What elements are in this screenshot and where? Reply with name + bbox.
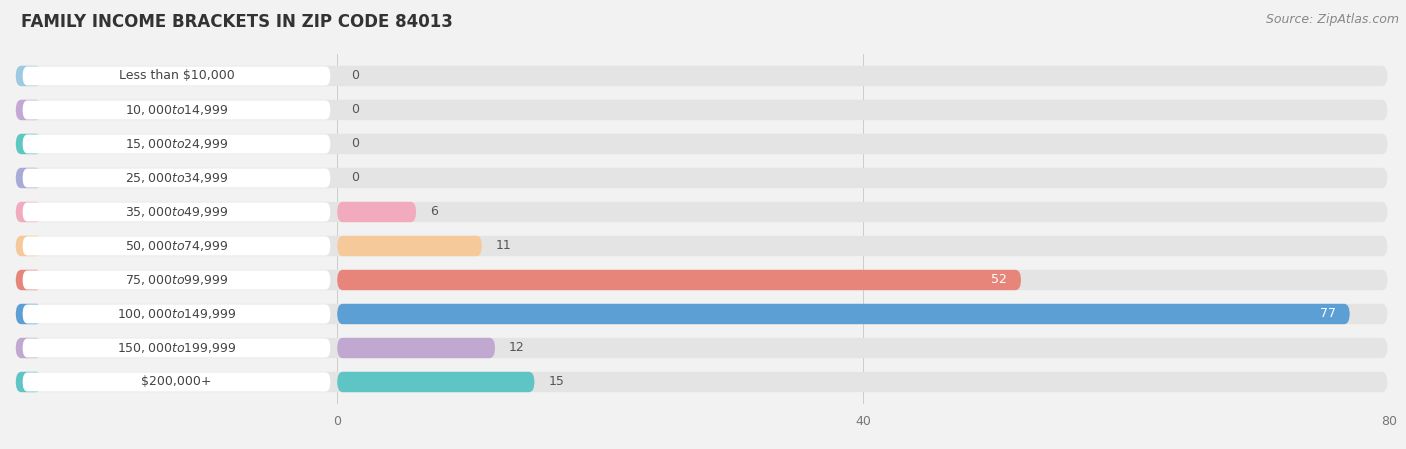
Text: 77: 77 bbox=[1320, 308, 1336, 321]
FancyBboxPatch shape bbox=[22, 66, 330, 85]
Text: 15: 15 bbox=[548, 375, 564, 388]
Text: $25,000 to $34,999: $25,000 to $34,999 bbox=[125, 171, 228, 185]
FancyBboxPatch shape bbox=[337, 236, 482, 256]
FancyBboxPatch shape bbox=[337, 304, 1350, 324]
FancyBboxPatch shape bbox=[15, 100, 42, 120]
FancyBboxPatch shape bbox=[15, 304, 1388, 324]
FancyBboxPatch shape bbox=[15, 372, 42, 392]
FancyBboxPatch shape bbox=[22, 168, 330, 188]
Text: Less than $10,000: Less than $10,000 bbox=[118, 70, 235, 83]
FancyBboxPatch shape bbox=[15, 338, 42, 358]
FancyBboxPatch shape bbox=[22, 373, 330, 392]
FancyBboxPatch shape bbox=[15, 304, 42, 324]
FancyBboxPatch shape bbox=[15, 338, 1388, 358]
FancyBboxPatch shape bbox=[337, 338, 495, 358]
FancyBboxPatch shape bbox=[337, 372, 534, 392]
FancyBboxPatch shape bbox=[15, 202, 42, 222]
Text: 0: 0 bbox=[352, 172, 359, 185]
FancyBboxPatch shape bbox=[15, 134, 42, 154]
Text: 12: 12 bbox=[509, 342, 524, 355]
Text: $35,000 to $49,999: $35,000 to $49,999 bbox=[125, 205, 228, 219]
FancyBboxPatch shape bbox=[15, 236, 1388, 256]
Text: $75,000 to $99,999: $75,000 to $99,999 bbox=[125, 273, 228, 287]
FancyBboxPatch shape bbox=[22, 270, 330, 290]
FancyBboxPatch shape bbox=[15, 100, 1388, 120]
Text: 52: 52 bbox=[991, 273, 1007, 286]
Text: 0: 0 bbox=[352, 70, 359, 83]
FancyBboxPatch shape bbox=[15, 168, 1388, 188]
FancyBboxPatch shape bbox=[22, 202, 330, 221]
Text: 0: 0 bbox=[352, 137, 359, 150]
FancyBboxPatch shape bbox=[15, 134, 1388, 154]
Text: $10,000 to $14,999: $10,000 to $14,999 bbox=[125, 103, 228, 117]
Text: $100,000 to $149,999: $100,000 to $149,999 bbox=[117, 307, 236, 321]
FancyBboxPatch shape bbox=[15, 66, 1388, 86]
FancyBboxPatch shape bbox=[22, 101, 330, 119]
FancyBboxPatch shape bbox=[337, 270, 1021, 290]
FancyBboxPatch shape bbox=[22, 304, 330, 324]
FancyBboxPatch shape bbox=[15, 66, 42, 86]
Text: $150,000 to $199,999: $150,000 to $199,999 bbox=[117, 341, 236, 355]
Text: $200,000+: $200,000+ bbox=[141, 375, 212, 388]
FancyBboxPatch shape bbox=[22, 339, 330, 357]
FancyBboxPatch shape bbox=[15, 270, 42, 290]
FancyBboxPatch shape bbox=[337, 202, 416, 222]
FancyBboxPatch shape bbox=[15, 202, 1388, 222]
FancyBboxPatch shape bbox=[15, 168, 42, 188]
FancyBboxPatch shape bbox=[22, 237, 330, 255]
Text: 0: 0 bbox=[352, 103, 359, 116]
FancyBboxPatch shape bbox=[15, 372, 1388, 392]
Text: 6: 6 bbox=[430, 206, 437, 219]
Text: $15,000 to $24,999: $15,000 to $24,999 bbox=[125, 137, 228, 151]
FancyBboxPatch shape bbox=[15, 270, 1388, 290]
Text: Source: ZipAtlas.com: Source: ZipAtlas.com bbox=[1265, 13, 1399, 26]
FancyBboxPatch shape bbox=[15, 236, 42, 256]
Text: $50,000 to $74,999: $50,000 to $74,999 bbox=[125, 239, 228, 253]
Text: 11: 11 bbox=[495, 239, 512, 252]
FancyBboxPatch shape bbox=[22, 134, 330, 154]
Text: FAMILY INCOME BRACKETS IN ZIP CODE 84013: FAMILY INCOME BRACKETS IN ZIP CODE 84013 bbox=[21, 13, 453, 31]
